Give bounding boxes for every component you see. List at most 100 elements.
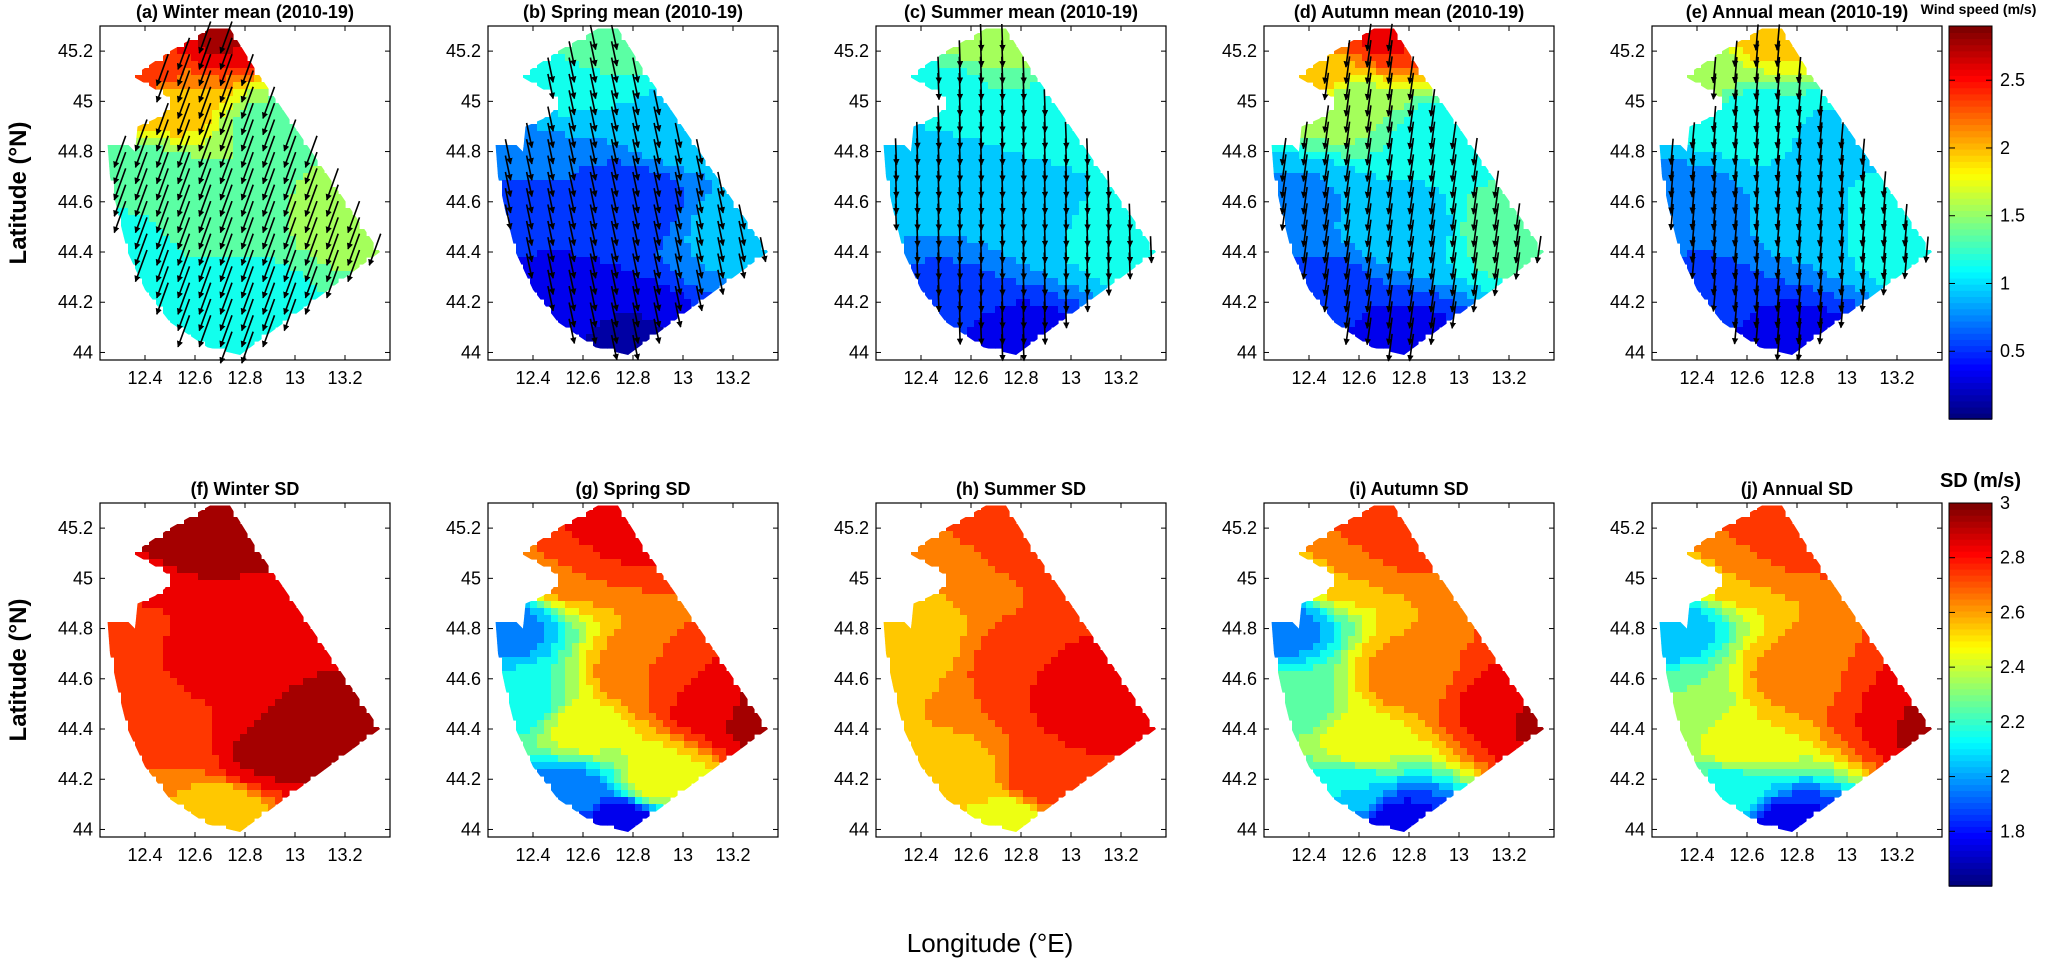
x-tick-label: 12.6 [953, 845, 988, 865]
x-tick-label: 13 [1449, 368, 1469, 388]
field-fill [883, 505, 1156, 832]
colorbars-layer: 0.5 1 1.5 2 2.5 Wind speed (m/s) 1.8 2 2.2 2.4 2.6… [1921, 1, 2036, 887]
x-tick-label: 12.4 [515, 368, 550, 388]
colorbar-tick-label: 2.8 [2000, 548, 2025, 568]
panel-6: (g) Spring SD 12.4 12.6 12.8 13 13.2 44 44.2 44.… [446, 479, 779, 865]
y-tick-label: 44 [1237, 819, 1257, 839]
x-tick-label: 12.4 [1679, 368, 1714, 388]
y-tick-label: 45.2 [834, 41, 869, 61]
y-tick-label: 44.2 [446, 769, 481, 789]
x-tick-label: 12.8 [615, 368, 650, 388]
y-tick-label: 44.2 [1222, 292, 1257, 312]
shared-x-axis-label: Longitude (°E) [907, 928, 1074, 958]
wind-vectors [504, 24, 768, 361]
y-tick-label: 44.2 [58, 292, 93, 312]
x-tick-label: 12.4 [127, 368, 162, 388]
y-tick-label: 45.2 [58, 518, 93, 538]
x-tick-label: 13 [285, 845, 305, 865]
colorbar-0: 0.5 1 1.5 2 2.5 Wind speed (m/s) [1921, 1, 2036, 420]
y-tick-label: 44.2 [1610, 769, 1645, 789]
y-tick-label: 44.6 [58, 192, 93, 212]
y-tick-label: 44.8 [446, 142, 481, 162]
y-tick-label: 44.6 [1222, 192, 1257, 212]
y-tick-label: 44.8 [58, 619, 93, 639]
x-tick-label: 13 [1061, 368, 1081, 388]
y-tick-label: 45 [1625, 568, 1645, 588]
x-tick-label: 12.8 [227, 845, 262, 865]
colorbar-tick-label: 2.4 [2000, 657, 2025, 677]
x-tick-label: 12.6 [565, 368, 600, 388]
x-tick-label: 12.6 [1341, 845, 1376, 865]
y-tick-label: 44.2 [834, 769, 869, 789]
field-fill [1271, 28, 1544, 355]
colorbar-tick-label: 2.6 [2000, 602, 2025, 622]
panel-title: (a) Winter mean (2010-19) [136, 2, 354, 22]
y-tick-label: 44.4 [1222, 719, 1257, 739]
x-tick-label: 13.2 [715, 368, 750, 388]
y-tick-label: 44.6 [1610, 192, 1645, 212]
y-tick-label: 44 [461, 819, 481, 839]
x-tick-label: 13 [1837, 845, 1857, 865]
y-tick-label: 45.2 [446, 518, 481, 538]
colorbar-tick-label: 0.5 [2000, 341, 2025, 361]
y-tick-label: 45.2 [1610, 518, 1645, 538]
field-fill [495, 28, 768, 355]
y-tick-label: 44.8 [1610, 142, 1645, 162]
y-tick-label: 44.6 [834, 669, 869, 689]
y-tick-label: 45.2 [1222, 41, 1257, 61]
y-tick-label: 44.2 [58, 769, 93, 789]
field-fill [107, 505, 380, 832]
panel-title: (g) Spring SD [576, 479, 691, 499]
colorbar-tick-label: 2.5 [2000, 70, 2025, 90]
y-tick-label: 44 [73, 819, 93, 839]
x-tick-label: 12.4 [127, 845, 162, 865]
panel-title: (e) Annual mean (2010-19) [1686, 2, 1908, 22]
x-tick-label: 13.2 [715, 845, 750, 865]
y-tick-label: 45.2 [834, 518, 869, 538]
x-tick-label: 13 [285, 368, 305, 388]
panel-title: (j) Annual SD [1741, 479, 1853, 499]
panel-1: (b) Spring mean (2010-19) 12.4 12.6 12.8 13 1… [446, 2, 779, 388]
y-tick-label: 44.6 [1222, 669, 1257, 689]
y-tick-label: 44.8 [834, 619, 869, 639]
x-tick-label: 12.4 [903, 368, 938, 388]
y-tick-label: 44.6 [446, 669, 481, 689]
x-tick-label: 12.8 [1391, 845, 1426, 865]
y-tick-label: 44.2 [1222, 769, 1257, 789]
y-tick-label: 45 [849, 91, 869, 111]
panel-title: (i) Autumn SD [1349, 479, 1468, 499]
panel-3: (d) Autumn mean (2010-19) 12.4 12.6 12.8 13 1… [1222, 2, 1555, 388]
y-tick-label: 44.6 [834, 192, 869, 212]
y-tick-label: 44.4 [834, 719, 869, 739]
colorbar-1: 1.8 2 2.2 2.4 2.6 2.8 3SD (m/s) [1940, 470, 2025, 887]
y-axis-label: Latitude (°N) [5, 599, 32, 742]
wind-vectors [1668, 24, 1930, 361]
panel-5: (f) Winter SD 12.4 12.6 12.8 13 13.2 44 44.2 44.… [5, 479, 391, 865]
y-tick-label: 44.4 [1610, 719, 1645, 739]
wind-vectors [113, 21, 382, 364]
y-tick-label: 44.4 [58, 719, 93, 739]
y-tick-label: 44.8 [1610, 619, 1645, 639]
panel-8: (i) Autumn SD 12.4 12.6 12.8 13 13.2 44 44.2 44.… [1222, 479, 1555, 865]
colorbar-tick-label: 1 [2000, 273, 2010, 293]
y-tick-label: 45 [1237, 91, 1257, 111]
x-tick-label: 13 [1449, 845, 1469, 865]
y-tick-label: 45.2 [1610, 41, 1645, 61]
x-tick-label: 13.2 [1103, 845, 1138, 865]
x-tick-label: 12.4 [1679, 845, 1714, 865]
field-fill [1659, 505, 1932, 832]
y-tick-label: 44.2 [446, 292, 481, 312]
y-tick-label: 45 [461, 91, 481, 111]
y-tick-label: 44.8 [58, 142, 93, 162]
colorbar-title: SD (m/s) [1940, 470, 2021, 492]
x-tick-label: 13.2 [1879, 845, 1914, 865]
y-tick-label: 45 [1237, 568, 1257, 588]
y-tick-label: 44 [461, 342, 481, 362]
y-tick-label: 44.6 [1610, 669, 1645, 689]
y-tick-label: 44 [1625, 819, 1645, 839]
y-tick-label: 44 [849, 342, 869, 362]
panel-title: (f) Winter SD [191, 479, 300, 499]
y-tick-label: 45 [849, 568, 869, 588]
field-fill [883, 28, 1156, 355]
x-tick-label: 13.2 [327, 845, 362, 865]
